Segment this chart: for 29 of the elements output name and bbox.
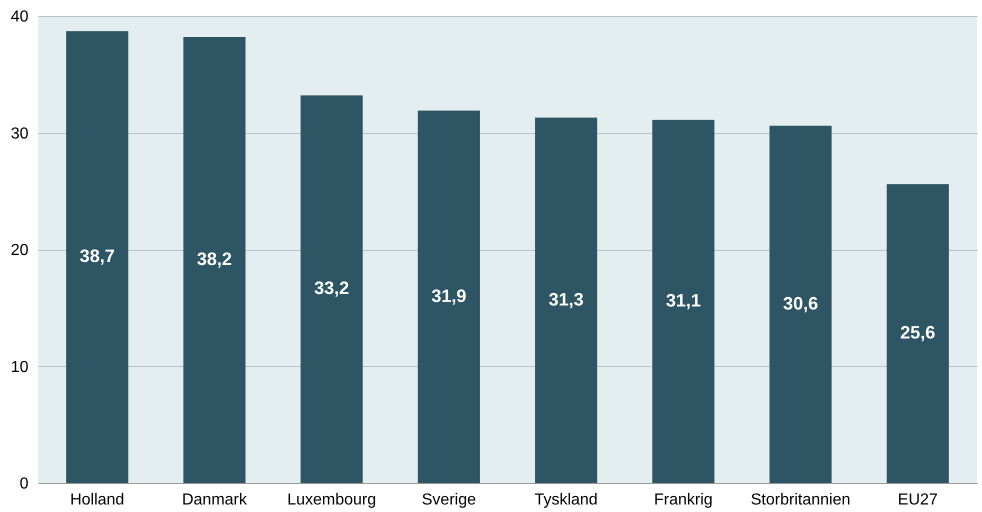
x-tick-label: Sverige (422, 492, 476, 508)
data-label: 30,6 (783, 293, 818, 314)
data-label: 38,7 (80, 246, 115, 266)
y-tick-label: 30 (10, 125, 29, 142)
data-label: 31,3 (548, 289, 584, 310)
x-tick-label: Holland (70, 492, 124, 508)
bar (183, 37, 246, 483)
x-tick-label: Tyskland (534, 492, 598, 508)
y-tick-label: 20 (10, 242, 29, 259)
bar (770, 126, 832, 483)
x-tick-label: Frankrig (654, 492, 713, 508)
bar (535, 118, 598, 483)
x-tick-label: Danmark (182, 492, 248, 508)
x-tick-label: Luxembourg (287, 492, 376, 508)
bar (886, 184, 949, 483)
bar (300, 95, 363, 483)
bar (418, 110, 480, 483)
data-label: 38,2 (196, 249, 232, 270)
data-label: 31,9 (431, 286, 466, 306)
x-tick-label: Storbritannien (750, 492, 850, 508)
data-label: 25,6 (900, 322, 936, 343)
data-label: 31,1 (666, 290, 701, 310)
bar (652, 120, 714, 483)
x-tick-label: EU27 (898, 492, 938, 508)
bar (66, 31, 128, 483)
y-tick-label: 0 (20, 476, 29, 492)
y-tick-label: 10 (10, 358, 29, 376)
data-label: 33,2 (314, 278, 350, 298)
y-tick-label: 40 (10, 8, 29, 26)
